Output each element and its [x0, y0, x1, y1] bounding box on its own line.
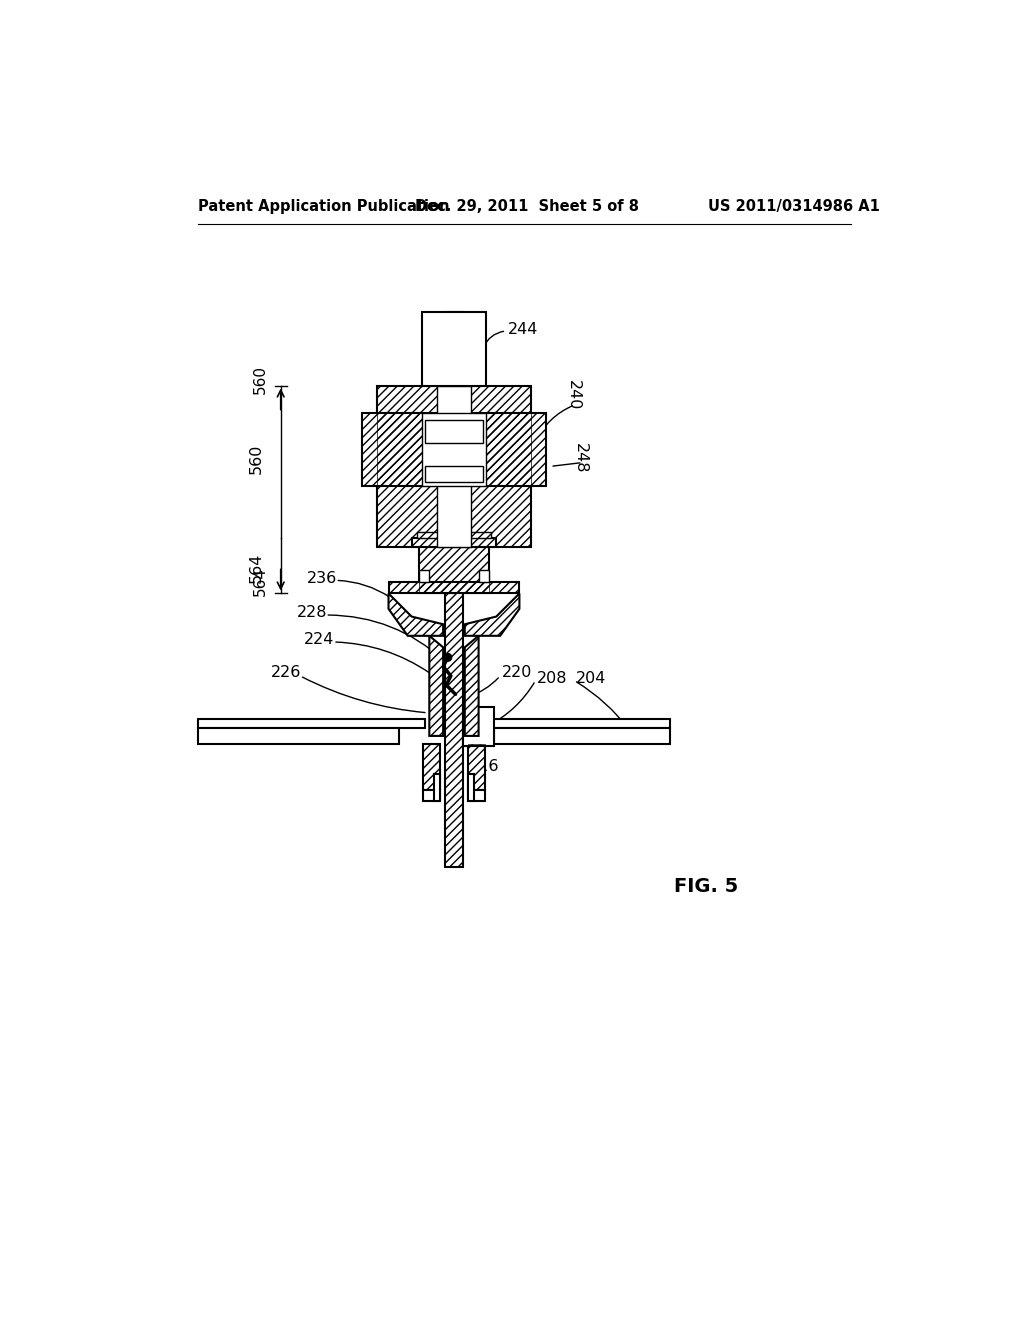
- Text: 226: 226: [271, 665, 301, 680]
- Bar: [423, 789, 440, 801]
- Bar: [463, 708, 494, 746]
- Text: 228: 228: [296, 605, 327, 620]
- Text: 216: 216: [469, 759, 500, 775]
- Bar: [468, 775, 474, 801]
- Text: 244: 244: [508, 322, 539, 337]
- Bar: [412, 539, 497, 548]
- Bar: [468, 789, 484, 801]
- Bar: [425, 466, 483, 482]
- Polygon shape: [444, 313, 463, 867]
- Text: 204: 204: [575, 671, 606, 685]
- Text: US 2011/0314986 A1: US 2011/0314986 A1: [708, 198, 880, 214]
- Text: Patent Application Publication: Patent Application Publication: [199, 198, 450, 214]
- Bar: [388, 582, 519, 594]
- Bar: [419, 570, 429, 582]
- Bar: [494, 729, 670, 743]
- Polygon shape: [423, 743, 440, 789]
- Bar: [434, 775, 440, 801]
- Polygon shape: [388, 594, 443, 636]
- Text: 208: 208: [538, 671, 567, 685]
- Bar: [425, 420, 483, 444]
- Polygon shape: [361, 412, 547, 486]
- Polygon shape: [468, 743, 484, 789]
- Text: 564: 564: [249, 553, 263, 583]
- Bar: [482, 719, 670, 729]
- Polygon shape: [377, 385, 531, 548]
- Text: 560: 560: [249, 444, 263, 474]
- Circle shape: [444, 653, 452, 661]
- Bar: [417, 532, 490, 539]
- Bar: [422, 412, 486, 486]
- Text: 236: 236: [306, 570, 337, 586]
- Text: 240: 240: [565, 380, 581, 411]
- Text: 248: 248: [573, 444, 589, 474]
- Polygon shape: [465, 636, 478, 737]
- Polygon shape: [429, 636, 443, 737]
- Polygon shape: [419, 548, 488, 594]
- Text: 224: 224: [304, 632, 335, 647]
- Text: 564: 564: [253, 566, 267, 595]
- Bar: [199, 729, 398, 743]
- Text: FIG. 5: FIG. 5: [675, 876, 738, 895]
- Polygon shape: [465, 594, 519, 636]
- Bar: [388, 582, 519, 594]
- Bar: [422, 313, 486, 385]
- Bar: [479, 570, 488, 582]
- Bar: [437, 385, 471, 548]
- Text: 220: 220: [502, 665, 532, 680]
- Text: 560: 560: [253, 364, 267, 393]
- Bar: [199, 719, 425, 729]
- Text: Dec. 29, 2011  Sheet 5 of 8: Dec. 29, 2011 Sheet 5 of 8: [416, 198, 639, 214]
